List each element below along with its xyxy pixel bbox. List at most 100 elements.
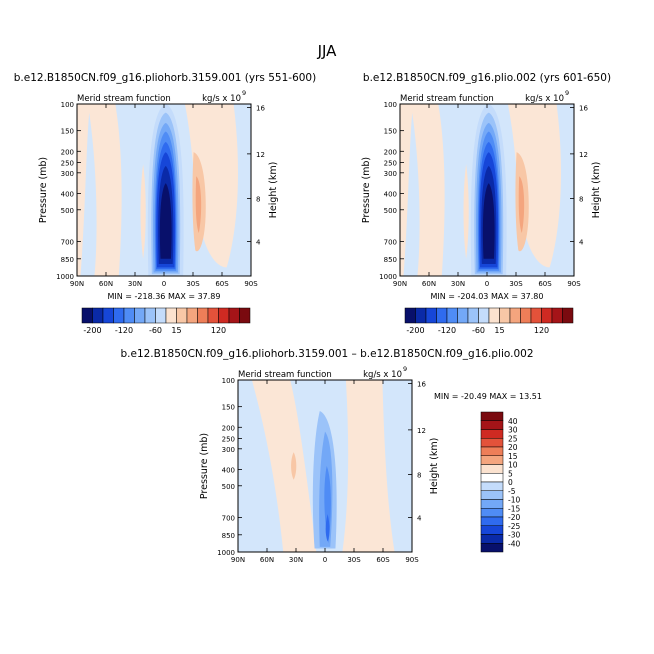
- colorbar-swatch: [480, 534, 504, 544]
- y-tick-label: 250: [384, 159, 397, 167]
- min-max-text: MIN = -218.36 MAX = 37.89: [107, 292, 220, 301]
- y-axis-label: Pressure (mb): [361, 157, 372, 223]
- colorbar-swatch: [562, 307, 574, 324]
- subtitle-left: Merid stream function: [400, 94, 494, 104]
- panel-title: b.e12.B1850CN.f09_g16.pliohorb.3159.001 …: [14, 72, 316, 84]
- colorbar-swatch: [218, 307, 230, 324]
- colorbar-label: 5: [508, 469, 513, 478]
- y-tick-label: 150: [61, 128, 74, 136]
- y-tick-label: 1000: [379, 273, 397, 281]
- colorbar-swatch: [480, 525, 504, 535]
- colorbar-swatch: [228, 307, 240, 324]
- colorbar-swatch: [480, 438, 504, 448]
- y-tick-label: 200: [61, 148, 74, 156]
- contour-field: [400, 104, 574, 276]
- y-tick-label: 200: [384, 148, 397, 156]
- x-tick-label: 60N: [260, 556, 274, 564]
- colorbar-swatch: [480, 516, 504, 526]
- colorbar: -200 -120 -60 15 120: [81, 307, 251, 335]
- colorbar-swatch: [530, 307, 542, 324]
- panel-title: b.e12.B1850CN.f09_g16.pliohorb.3159.001 …: [120, 348, 533, 360]
- y-tick-label: 300: [61, 170, 74, 178]
- colorbar-label: 20: [508, 443, 518, 452]
- y-right-axis-label: Height (km): [429, 438, 440, 495]
- y-axis-label: Pressure (mb): [38, 157, 49, 223]
- colorbar-label: -20: [508, 513, 520, 522]
- colorbar-swatch: [446, 307, 458, 324]
- x-tick-label: 30S: [509, 280, 523, 288]
- y-tick-label: 1000: [56, 273, 74, 281]
- colorbar-swatch: [480, 543, 504, 553]
- y-tick-label: 100: [61, 101, 74, 109]
- colorbar-label: 0: [508, 478, 513, 487]
- colorbar-label: 15: [171, 326, 181, 335]
- x-tick-label: 60N: [99, 280, 113, 288]
- figure-title: JJA: [317, 42, 337, 60]
- y-axis-label: Pressure (mb): [199, 433, 210, 499]
- y-tick-label: 200: [222, 424, 235, 432]
- colorbar-swatch: [81, 307, 93, 324]
- colorbar-label: 25: [508, 434, 518, 443]
- colorbar-label: 15: [508, 452, 518, 461]
- colorbar-label: 40: [508, 417, 518, 426]
- subtitle-units: kg/s x 10: [363, 370, 402, 380]
- colorbar-label: 10: [508, 461, 518, 470]
- colorbar-swatch: [480, 508, 504, 518]
- subtitle-left: Merid stream function: [77, 94, 171, 104]
- y-tick-label: 700: [222, 515, 235, 523]
- colorbar-label: -25: [508, 522, 520, 531]
- y-right-tick-label: 12: [417, 427, 426, 435]
- y-right-tick-label: 4: [417, 515, 422, 523]
- x-tick-label: 30N: [451, 280, 465, 288]
- colorbar-swatch: [480, 464, 504, 474]
- colorbar-label: -200: [83, 326, 101, 335]
- colorbar-label: -120: [115, 326, 133, 335]
- y-right-tick-label: 8: [256, 196, 260, 204]
- colorbar-swatch: [480, 490, 504, 500]
- y-tick-label: 400: [384, 190, 397, 198]
- colorbar-swatch: [404, 307, 416, 324]
- colorbar-swatch: [239, 307, 251, 324]
- x-tick-label: 90S: [405, 556, 419, 564]
- y-right-tick-label: 16: [256, 104, 265, 112]
- x-tick-label: 90S: [244, 280, 258, 288]
- y-tick-label: 250: [61, 159, 74, 167]
- y-tick-label: 300: [222, 446, 235, 454]
- x-tick-label: 60S: [538, 280, 552, 288]
- panel-2: b.e12.B1850CN.f09_g16.plio.002 (yrs 601-…: [361, 72, 611, 335]
- subtitle-left: Merid stream function: [238, 370, 332, 380]
- y-tick-label: 100: [222, 377, 235, 385]
- colorbar-swatch: [113, 307, 125, 324]
- x-tick-label: 30S: [347, 556, 361, 564]
- y-tick-label: 850: [384, 256, 397, 264]
- y-tick-label: 150: [222, 404, 235, 412]
- y-tick-label: 150: [384, 128, 397, 136]
- y-right-tick-label: 16: [417, 380, 426, 388]
- x-tick-label: 0: [323, 556, 327, 564]
- y-right-tick-label: 4: [579, 239, 584, 247]
- y-right-tick-label: 12: [579, 151, 588, 159]
- colorbar-label: -5: [508, 487, 516, 496]
- colorbar-label: -60: [149, 326, 162, 335]
- panel-3: b.e12.B1850CN.f09_g16.pliohorb.3159.001 …: [120, 348, 541, 564]
- subtitle-units: kg/s x 10: [202, 94, 241, 104]
- y-tick-label: 400: [222, 466, 235, 474]
- colorbar-label: -120: [438, 326, 456, 335]
- colorbar-swatch: [467, 307, 479, 324]
- colorbar-swatch: [207, 307, 219, 324]
- colorbar-swatch: [92, 307, 104, 324]
- y-right-tick-label: 4: [256, 239, 261, 247]
- colorbar-swatch: [123, 307, 135, 324]
- x-tick-label: 60S: [376, 556, 390, 564]
- colorbar-swatch: [197, 307, 209, 324]
- colorbar-swatch: [144, 307, 156, 324]
- y-tick-label: 100: [384, 101, 397, 109]
- colorbar-swatch: [478, 307, 490, 324]
- y-tick-label: 500: [61, 207, 74, 215]
- x-tick-label: 30S: [186, 280, 200, 288]
- y-tick-label: 850: [61, 256, 74, 264]
- colorbar-label: -30: [508, 531, 520, 540]
- x-tick-label: 60S: [215, 280, 229, 288]
- x-tick-label: 90N: [393, 280, 407, 288]
